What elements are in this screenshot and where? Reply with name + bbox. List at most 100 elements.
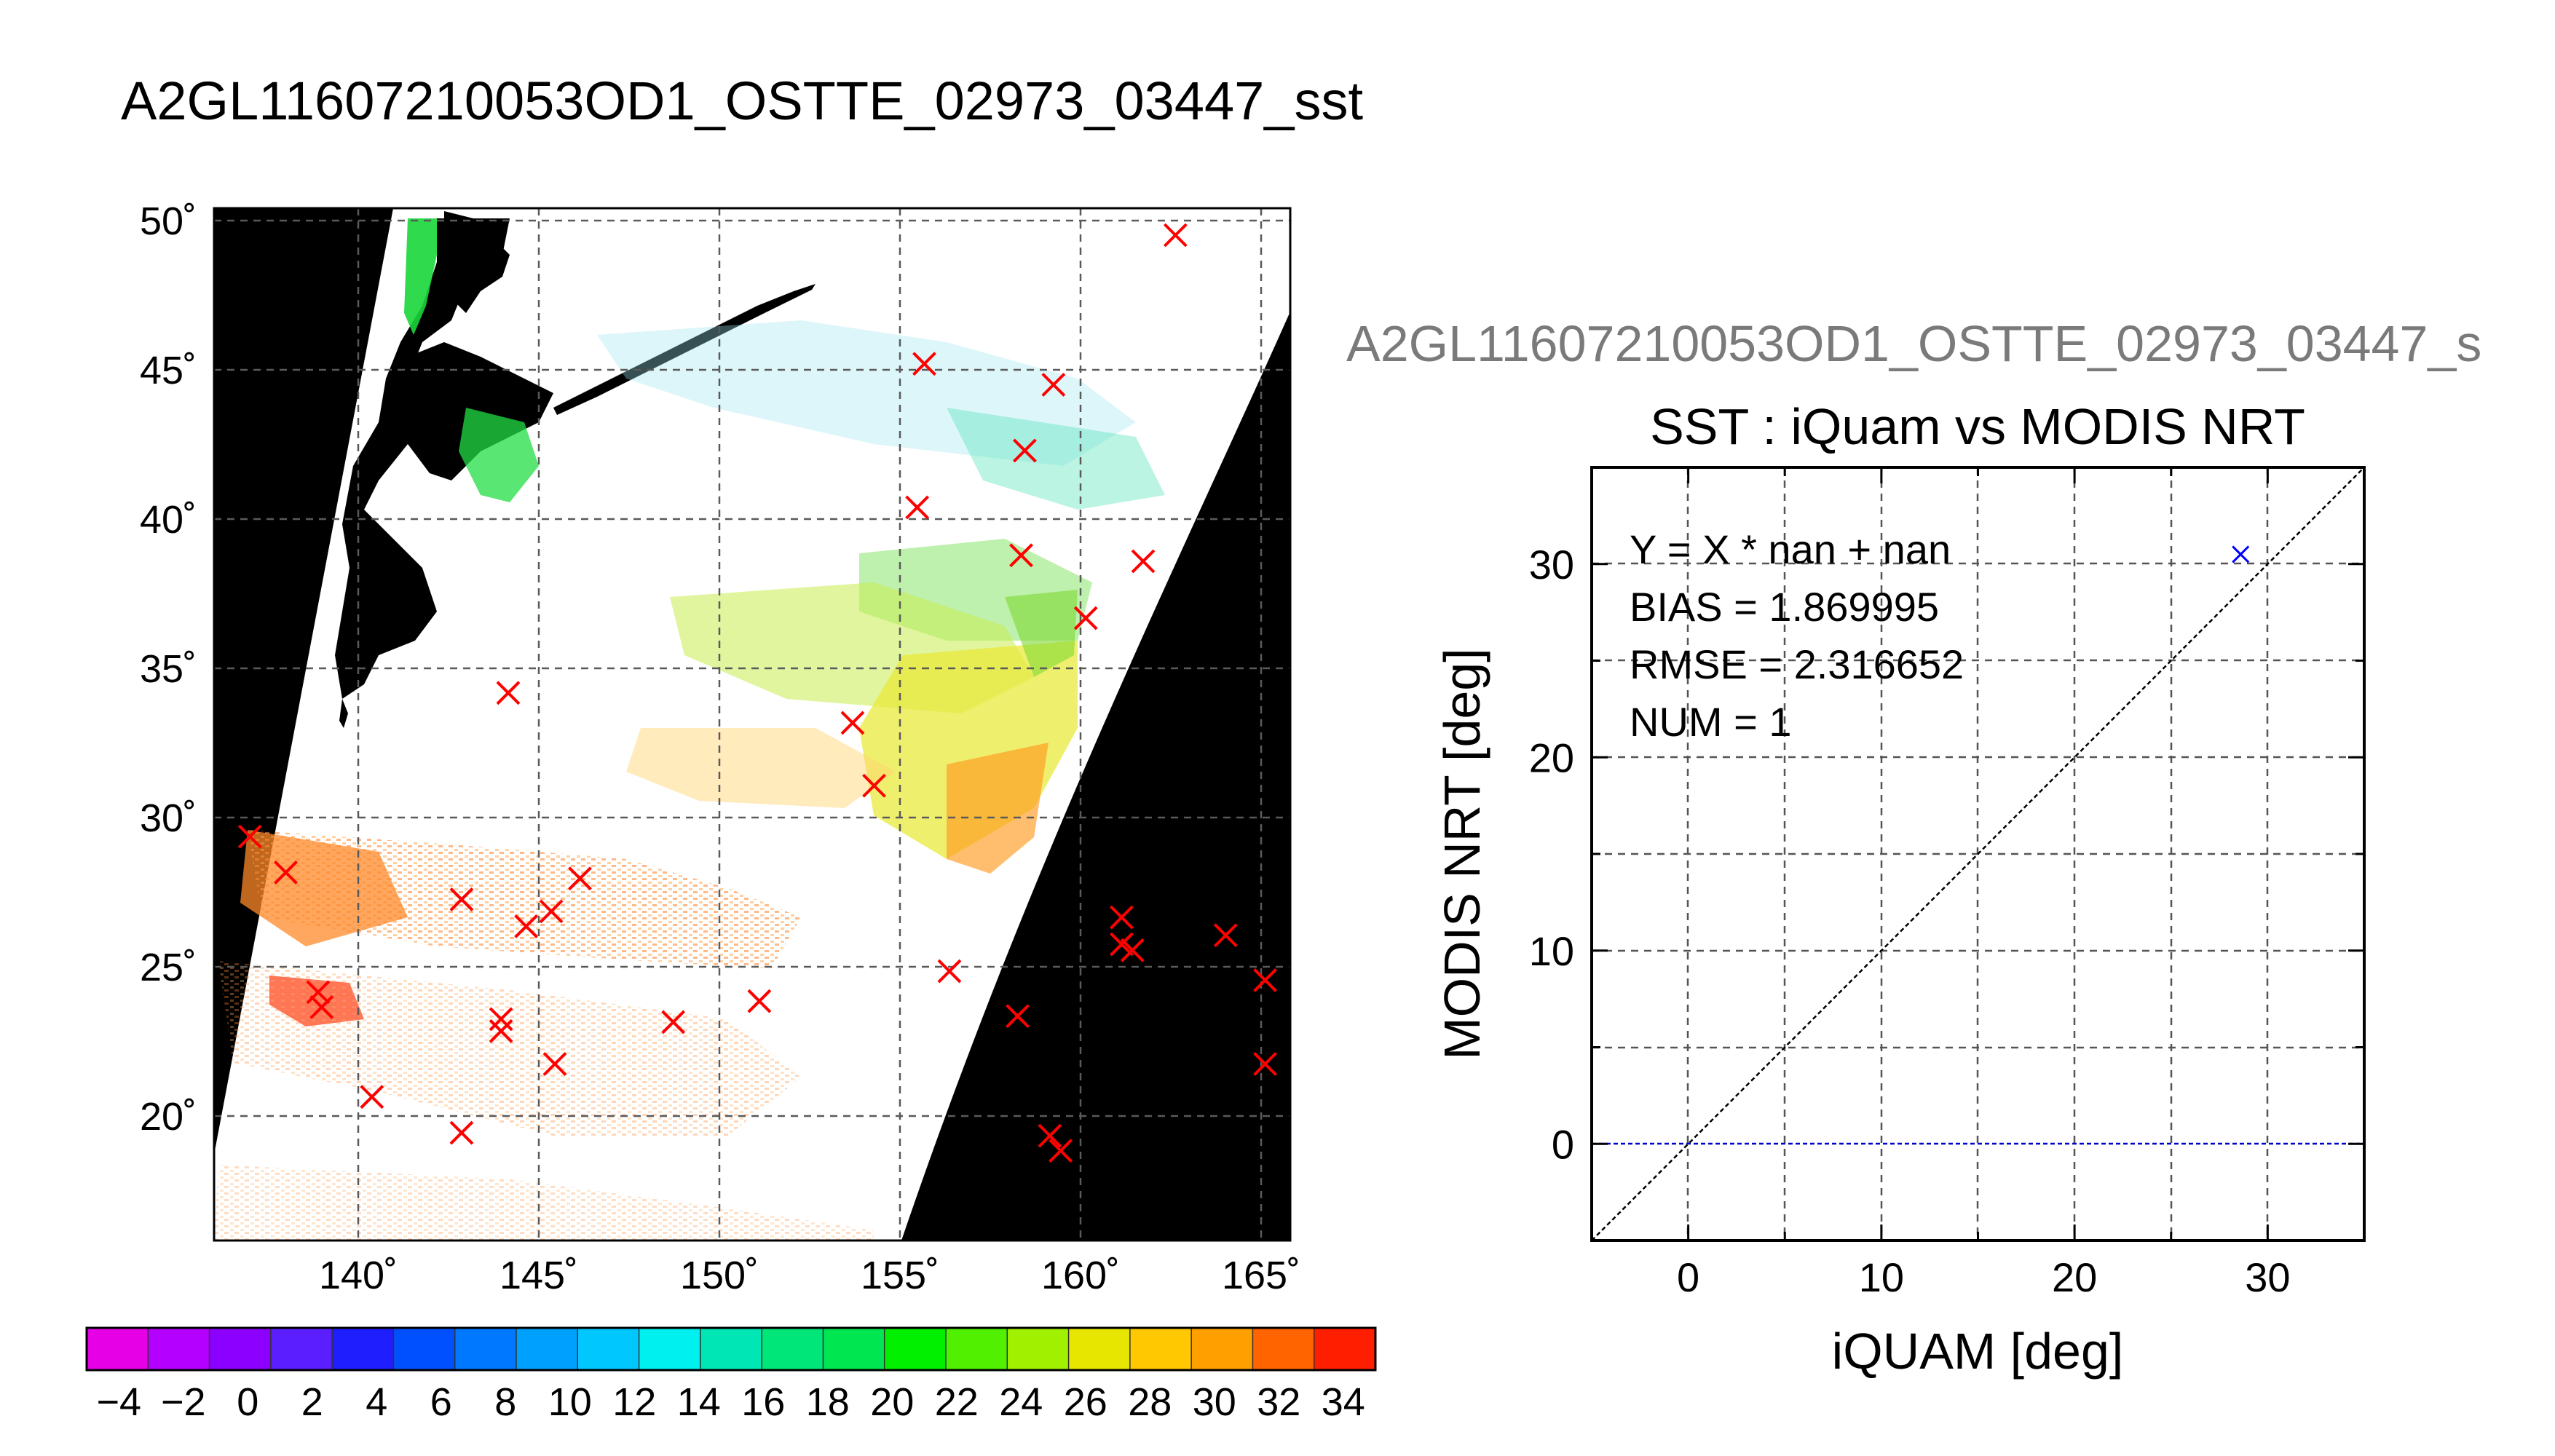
colorbar-cell <box>1314 1328 1376 1370</box>
lat-label-50: 50˚ <box>140 199 197 243</box>
lat-label-30: 30˚ <box>140 796 197 840</box>
insitu-marker <box>937 959 962 984</box>
colorbar-cell <box>1007 1328 1070 1370</box>
colorbar-cell <box>1252 1328 1315 1370</box>
lon-label-150: 150˚ <box>680 1254 759 1297</box>
insitu-marker <box>539 899 564 924</box>
colorbar-tick-label: 22 <box>935 1380 979 1424</box>
colorbar-cell <box>148 1328 210 1370</box>
lat-label-45: 45˚ <box>140 349 197 392</box>
colorbar-tick-label: 30 <box>1193 1380 1236 1424</box>
x-tick-label: 20 <box>2052 1254 2097 1300</box>
colorbar-tick-label: 34 <box>1322 1380 1365 1424</box>
insitu-marker <box>1163 223 1188 248</box>
insitu-marker <box>237 824 262 849</box>
colorbar-tick-label: 8 <box>494 1380 516 1424</box>
colorbar-cell <box>87 1328 149 1370</box>
insitu-marker <box>1131 549 1156 574</box>
lat-label-40: 40˚ <box>140 498 197 542</box>
y-tick-label: 10 <box>1529 928 1574 974</box>
page-title: A2GL11607210053OD1_OSTTE_02973_03447_sst <box>121 71 1363 131</box>
insitu-marker <box>1213 923 1238 948</box>
colorbar-tick-label: 18 <box>806 1380 850 1424</box>
colorbar-cell <box>1068 1328 1131 1370</box>
insitu-marker <box>661 1010 686 1034</box>
colorbar-cell <box>1129 1328 1192 1370</box>
colorbar-tick-label: 32 <box>1257 1380 1300 1424</box>
land-sakhalin <box>444 211 510 313</box>
insitu-marker <box>309 994 334 1019</box>
colorbar-tick-label: 14 <box>677 1380 721 1424</box>
colorbar-tick-label: 0 <box>237 1380 258 1424</box>
y-tick-label: 30 <box>1529 542 1574 587</box>
sst-fields <box>214 218 1165 1241</box>
insitu-marker <box>306 980 331 1005</box>
insitu-marker <box>568 866 592 891</box>
insitu-marker <box>1006 1004 1030 1029</box>
colorbar-cell <box>639 1328 701 1370</box>
insitu-marker <box>1038 1123 1062 1148</box>
insitu-marker <box>489 1018 513 1043</box>
x-tick-label: 10 <box>1859 1254 1904 1300</box>
colorbar-cell <box>332 1328 394 1370</box>
insitu-marker <box>862 773 886 798</box>
scatter-xlabel: iQUAM [deg] <box>1832 1323 2124 1380</box>
map-frame <box>213 207 1292 1242</box>
insitu-marker <box>489 1007 513 1032</box>
colorbar-tick-label: −2 <box>161 1380 206 1424</box>
insitu-marker <box>840 711 865 735</box>
lon-label-145: 145˚ <box>499 1254 578 1297</box>
scatter-grid <box>1592 467 2364 1241</box>
colorbar-tick-label: 6 <box>430 1380 452 1424</box>
insitu-marker <box>1110 905 1134 930</box>
colorbar-cell <box>946 1328 1008 1370</box>
lon-label-160: 160˚ <box>1041 1254 1120 1297</box>
stats-bias: BIAS = 1.869995 <box>1630 584 1939 630</box>
insitu-marker <box>1049 1139 1073 1163</box>
lon-label-140: 140˚ <box>319 1254 398 1297</box>
colorbar-tick-label: 10 <box>548 1380 592 1424</box>
colorbar-frame <box>85 1326 1377 1372</box>
colorbar-cell <box>884 1328 947 1370</box>
lon-label-165: 165˚ <box>1222 1254 1300 1297</box>
colorbar-cell <box>577 1328 640 1370</box>
x-tick-label: 30 <box>2245 1254 2290 1300</box>
insitu-marker <box>542 1052 567 1076</box>
colorbar-cell <box>393 1328 456 1370</box>
colorbar-tick-label: 16 <box>741 1380 785 1424</box>
colorbar-cell <box>1191 1328 1253 1370</box>
colorbar-tick-label: −4 <box>96 1380 141 1424</box>
one-to-one-line <box>1591 467 2365 1241</box>
colorbar-cell <box>516 1328 578 1370</box>
insitu-marker <box>912 352 936 376</box>
insitu-marker <box>360 1085 384 1109</box>
scatter-panel: A2GL11607210053OD1_OSTTE_02973_03447_s S… <box>1346 315 2481 1380</box>
stats-regression: Y = X * nan + nan <box>1630 526 1951 572</box>
insitu-marker <box>514 914 539 938</box>
colorbar-cell <box>700 1328 762 1370</box>
insitu-marker <box>747 989 772 1013</box>
insitu-marker <box>496 681 521 705</box>
insitu-marker <box>1253 1052 1277 1076</box>
x-tick-label: 0 <box>1677 1254 1699 1300</box>
colorbar-cell <box>454 1328 517 1370</box>
izu-islands <box>339 699 348 728</box>
colorbar-tick-label: 24 <box>999 1380 1043 1424</box>
colorbar-tick-label: 4 <box>366 1380 387 1424</box>
lat-label-20: 20˚ <box>140 1095 197 1139</box>
stats-rmse: RMSE = 2.316652 <box>1630 641 1964 687</box>
insitu-marker <box>1120 938 1145 962</box>
land-japan <box>335 218 510 699</box>
scatter-ylabel: MODIS NRT [deg] <box>1434 648 1490 1059</box>
colorbar-cell <box>209 1328 272 1370</box>
colorbar-tick-label: 28 <box>1128 1380 1172 1424</box>
insitu-marker <box>1253 968 1277 992</box>
insitu-markers <box>237 223 1277 1163</box>
insitu-marker <box>1110 932 1134 957</box>
map-graticule <box>214 208 1290 1241</box>
insitu-marker <box>449 1120 474 1145</box>
y-tick-label: 0 <box>1552 1121 1574 1167</box>
y-tick-label: 20 <box>1529 735 1574 780</box>
scatter-plot-area: Y = X * nan + nan BIAS = 1.869995 RMSE =… <box>1590 466 2366 1242</box>
